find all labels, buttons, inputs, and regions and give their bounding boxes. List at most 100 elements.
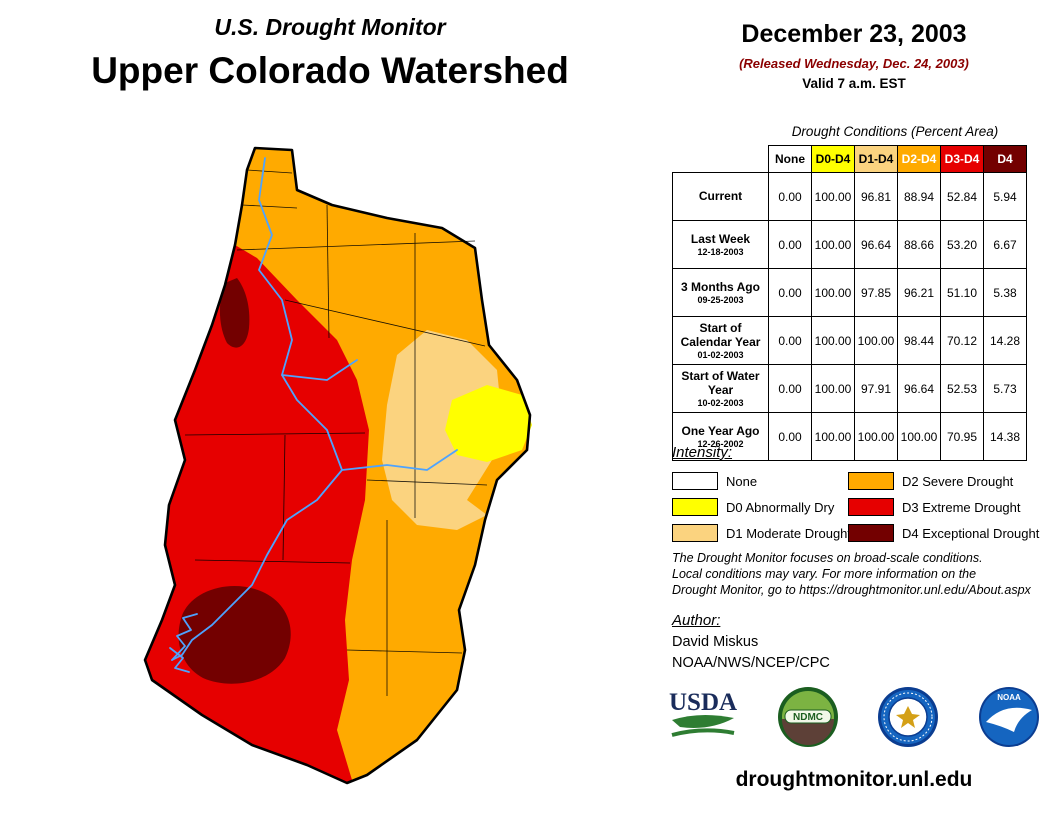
d2-swatch <box>848 472 894 490</box>
river-lines <box>169 157 458 673</box>
legend-column-right: D2 Severe Drought D3 Extreme Drought D4 … <box>848 468 1039 546</box>
drought-regions <box>145 148 532 783</box>
d0-region <box>445 385 532 462</box>
legend-item-d0: D0 Abnormally Dry <box>672 494 851 520</box>
d0-swatch <box>672 498 718 516</box>
cell-value: 96.64 <box>897 364 941 413</box>
noaa-logo: NOAA <box>978 687 1039 747</box>
watershed-outline <box>143 146 532 785</box>
disclaimer-line-3: Drought Monitor, go to https://droughtmo… <box>672 583 1031 597</box>
d1-swatch <box>672 524 718 542</box>
cell-value: 100.00 <box>854 412 898 461</box>
cell-value: 5.38 <box>983 268 1027 317</box>
row-label: Start of Water Year <box>681 369 760 397</box>
commerce-seal-logo <box>878 687 939 747</box>
row-date: 12-26-2002 <box>697 439 744 449</box>
cell-value: 100.00 <box>854 316 898 365</box>
table-row-one-year-ago: One Year Ago 12-26-2002 0.00 100.00 100.… <box>672 412 1027 461</box>
table-row-start-water-year: Start of Water Year 10-02-2003 0.00 100.… <box>672 364 1027 413</box>
drought-conditions-table: None D0-D4 D1-D4 D2-D4 D3-D4 D4 Current … <box>672 145 1027 461</box>
none-swatch <box>672 472 718 490</box>
cell-value: 96.64 <box>854 220 898 269</box>
watershed-map <box>143 146 532 785</box>
d1-region <box>382 330 502 530</box>
author-name: David Miskus <box>672 634 759 650</box>
row-date: 10-02-2003 <box>697 398 744 408</box>
col-header-d3d4: D3-D4 <box>940 145 984 173</box>
cell-value: 14.28 <box>983 316 1027 365</box>
d4-region-lower <box>178 585 291 684</box>
legend-column-left: None D0 Abnormally Dry D1 Moderate Droug… <box>672 468 851 546</box>
cell-value: 96.81 <box>854 172 898 221</box>
d3-swatch <box>848 498 894 516</box>
cell-value: 51.10 <box>940 268 984 317</box>
cell-value: 0.00 <box>768 316 812 365</box>
legend-label: D3 Extreme Drought <box>902 499 1021 515</box>
col-header-d4: D4 <box>983 145 1027 173</box>
title-block: U.S. Drought Monitor Upper Colorado Wate… <box>50 14 610 92</box>
cell-value: 5.94 <box>983 172 1027 221</box>
cell-value: 70.12 <box>940 316 984 365</box>
county-boundaries <box>184 169 488 696</box>
cell-value: 0.00 <box>768 364 812 413</box>
cell-value: 5.73 <box>983 364 1027 413</box>
report-date: December 23, 2003 <box>741 20 967 48</box>
cell-value: 100.00 <box>811 412 855 461</box>
cell-value: 100.00 <box>811 316 855 365</box>
legend-heading: Intensity: <box>672 444 733 461</box>
row-label: 3 Months Ago <box>681 280 760 294</box>
col-header-none: None <box>768 145 812 173</box>
usda-logo-text: USDA <box>669 689 737 716</box>
cell-value: 70.95 <box>940 412 984 461</box>
noaa-logo-text: NOAA <box>997 693 1021 702</box>
cell-value: 96.21 <box>897 268 941 317</box>
legend-label: D4 Exceptional Drought <box>902 525 1040 541</box>
valid-time: Valid 7 a.m. EST <box>802 76 906 91</box>
cell-value: 0.00 <box>768 412 812 461</box>
cell-value: 14.38 <box>983 412 1027 461</box>
disclaimer-text: The Drought Monitor focuses on broad-sca… <box>672 550 1044 598</box>
date-block: December 23, 2003 (Released Wednesday, D… <box>665 20 1043 91</box>
cell-value: 100.00 <box>811 172 855 221</box>
cell-value: 97.85 <box>854 268 898 317</box>
cell-value: 6.67 <box>983 220 1027 269</box>
report-subtitle: U.S. Drought Monitor <box>214 14 446 40</box>
cell-value: 53.20 <box>940 220 984 269</box>
cell-value: 52.84 <box>940 172 984 221</box>
ndmc-logo: NDMC <box>777 687 838 747</box>
ndmc-logo-text: NDMC <box>793 712 823 723</box>
cell-value: 98.44 <box>897 316 941 365</box>
author-heading: Author: <box>672 612 721 629</box>
legend-label: D0 Abnormally Dry <box>726 499 835 515</box>
cell-value: 52.53 <box>940 364 984 413</box>
col-header-d0d4: D0-D4 <box>811 145 855 173</box>
legend-item-d1: D1 Moderate Drought <box>672 520 851 546</box>
cell-value: 97.91 <box>854 364 898 413</box>
cell-value: 100.00 <box>811 364 855 413</box>
cell-value: 100.00 <box>897 412 941 461</box>
row-date: 09-25-2003 <box>697 295 744 305</box>
table-caption: Drought Conditions (Percent Area) <box>791 124 999 139</box>
legend-item-none: None <box>672 468 851 494</box>
d4-region-upper <box>219 278 250 348</box>
row-date: 12-18-2003 <box>697 247 744 257</box>
legend-item-d2: D2 Severe Drought <box>848 468 1039 494</box>
page-title: Upper Colorado Watershed <box>91 50 569 91</box>
logos-row: USDA NDMC NOAA <box>668 684 1040 750</box>
usda-logo: USDA <box>669 689 737 737</box>
website-url: droughtmonitor.unl.edu <box>735 768 973 791</box>
col-header-d1d4: D1-D4 <box>854 145 898 173</box>
table-row-3-months-ago: 3 Months Ago 09-25-2003 0.00 100.00 97.8… <box>672 268 1027 317</box>
cell-value: 0.00 <box>768 268 812 317</box>
legend-label: D1 Moderate Drought <box>726 525 852 541</box>
cell-value: 0.00 <box>768 220 812 269</box>
author-organization: NOAA/NWS/NCEP/CPC <box>672 655 830 671</box>
cell-value: 88.66 <box>897 220 941 269</box>
legend-item-d3: D3 Extreme Drought <box>848 494 1039 520</box>
legend-label: D2 Severe Drought <box>902 473 1014 489</box>
d4-swatch <box>848 524 894 542</box>
cell-value: 0.00 <box>768 172 812 221</box>
table-header-row: None D0-D4 D1-D4 D2-D4 D3-D4 D4 <box>672 145 1027 173</box>
cell-value: 100.00 <box>811 268 855 317</box>
